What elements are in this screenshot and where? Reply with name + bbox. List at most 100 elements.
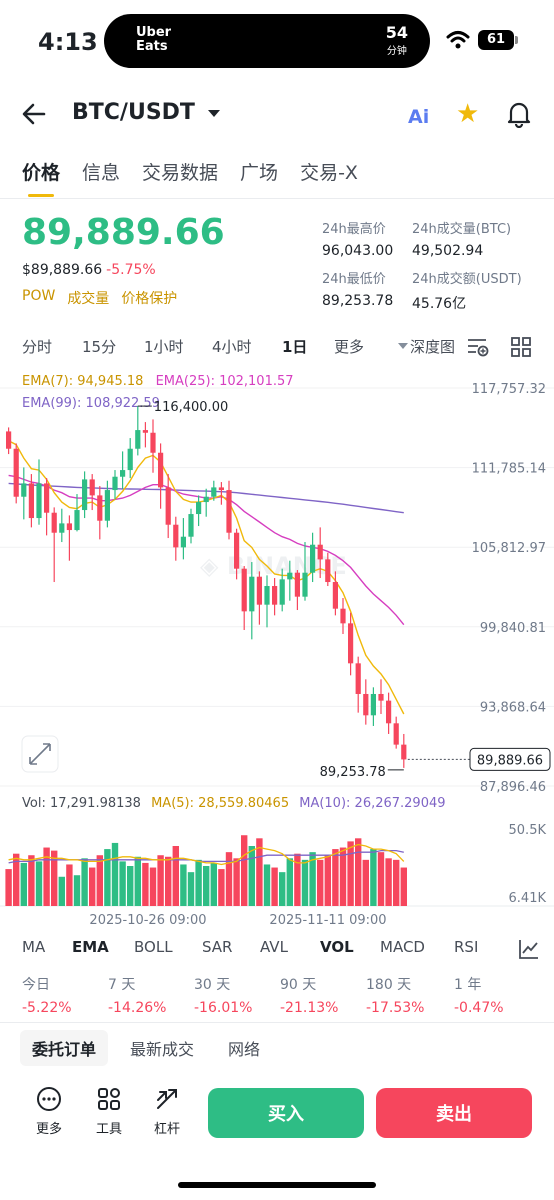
subtab-open-orders[interactable]: 委托订单 [20,1030,109,1066]
tab-square[interactable]: 广场 [240,162,279,184]
candle-body [226,490,232,533]
subtab-network[interactable]: 网络 [228,1040,261,1059]
volume-bar [104,849,111,906]
candle-body [158,452,164,488]
y-tick-label: 87,896.46 [480,780,546,795]
candle-body [120,470,126,477]
volume-bar [187,872,195,906]
candle-body [386,700,392,724]
volume-bar [324,855,331,906]
interval-more[interactable]: 更多 [334,338,365,356]
home-indicator[interactable] [178,1182,376,1188]
candle-body [249,576,255,612]
stat-value: 96,043.00 [322,243,394,259]
back-arrow-icon[interactable] [20,100,48,128]
perf-today: 今日 -5.22% [22,974,72,1016]
volume-bar [142,862,149,906]
indicator-chart-icon[interactable] [518,938,540,960]
subtab-latest-trades[interactable]: 最新成交 [130,1040,195,1059]
perf-value: -16.01% [194,1000,253,1016]
y-tick-label: 105,812.97 [472,541,546,556]
perf-7d: 7 天 -14.26% [108,974,166,1016]
max-price-label: 116,400.00 [154,400,228,415]
tag-volume[interactable]: 成交量 [67,291,110,307]
leverage-button[interactable]: 杠杆 [142,1086,192,1137]
layout-grid-icon[interactable] [510,336,532,358]
candle-body [59,523,65,533]
volume-bar [218,869,225,906]
candle-body [142,430,148,433]
candle-body [44,483,50,513]
volume-bar [127,866,134,906]
volume-bar [256,838,263,906]
indicator-vol[interactable]: VOL [320,938,354,956]
dynamic-island[interactable]: Uber Eats 54 分钟 [104,14,430,68]
volume-bar [20,862,27,906]
ma5-line [8,843,405,866]
indicator-tabs: MA EMA BOLL SAR AVL VOL MACD RSI [22,938,542,962]
tab-trading-data[interactable]: 交易数据 [142,162,219,184]
chevron-down-icon[interactable] [398,343,408,349]
vol-label: Vol: 17,291.98138 [22,796,141,811]
tag-pow[interactable]: POW [22,288,56,304]
perf-value: -0.47% [454,1000,504,1016]
stat-label: 24h最高价 [322,222,386,237]
favorite-star-icon[interactable]: ★ [456,99,480,129]
ai-icon[interactable]: Ai [408,106,430,128]
interval-time-sharing[interactable]: 分时 [22,338,53,356]
indicator-macd[interactable]: MACD [380,938,425,956]
indicator-rsi[interactable]: RSI [454,938,479,956]
candle-body [401,744,407,760]
last-price-tag-label: 89,889.66 [477,753,543,768]
price-usd-line: $89,889.66 -5.75% [22,262,156,278]
tab-price[interactable]: 价格 [22,158,60,197]
perf-30d: 30 天 -16.01% [194,974,252,1016]
sell-button[interactable]: 卖出 [376,1088,532,1138]
indicator-ma[interactable]: MA [22,938,46,956]
candle-body [97,495,103,521]
candlestick-chart[interactable]: 117,757.32 111,785.14 105,812.97 99,840.81 9… [0,366,554,926]
candle-body [21,483,27,497]
indicator-sar[interactable]: SAR [202,938,233,956]
candle-body [89,479,95,496]
candle-body [112,476,118,491]
stat-label: 24h成交额(USDT) [412,272,522,287]
tab-info[interactable]: 信息 [82,162,121,184]
buy-button[interactable]: 买入 [208,1088,364,1138]
volume-bar [370,849,377,906]
indicator-ema[interactable]: EMA [72,938,109,956]
volume-bar [58,876,65,906]
interval-1h[interactable]: 1小时 [144,338,184,356]
perf-90d: 90 天 -21.13% [280,974,338,1016]
tag-price-protection[interactable]: 价格保护 [121,291,178,307]
more-dots-icon [37,1087,61,1111]
volume-bar [35,861,43,906]
interval-depth[interactable]: 深度图 [410,338,456,356]
indicator-avl[interactable]: AVL [260,938,288,956]
indicator-boll[interactable]: BOLL [134,938,173,956]
candle-body [74,510,80,531]
ema99-label: EMA(99): 108,922.59 [22,396,160,411]
tools-button[interactable]: 工具 [84,1086,134,1137]
chevron-down-icon[interactable] [208,110,220,117]
interval-1d[interactable]: 1日 [282,338,308,356]
interval-4h[interactable]: 4小时 [212,338,252,356]
volume-bar [149,867,157,906]
volume-bar [263,864,271,906]
stat-value: 45.76亿 [412,296,467,312]
volume-bar [66,864,73,906]
interval-15m[interactable]: 15分 [82,338,117,356]
bell-icon[interactable] [506,100,532,128]
chart-settings-icon[interactable] [466,336,490,358]
tabs-divider [0,198,554,199]
volume-bar [355,838,362,906]
more-button[interactable]: 更多 [24,1086,74,1137]
volume-bar [400,867,407,906]
status-time: 4:13 [38,28,98,56]
order-subtabs: 委托订单 最新成交 网络 [20,1030,272,1066]
tab-trade-x[interactable]: 交易-X [300,162,358,184]
candle-body [135,430,141,449]
perf-1y: 1 年 -0.47% [454,974,504,1016]
candle-body [264,586,270,605]
pair-title[interactable]: BTC/USDT [72,100,195,125]
